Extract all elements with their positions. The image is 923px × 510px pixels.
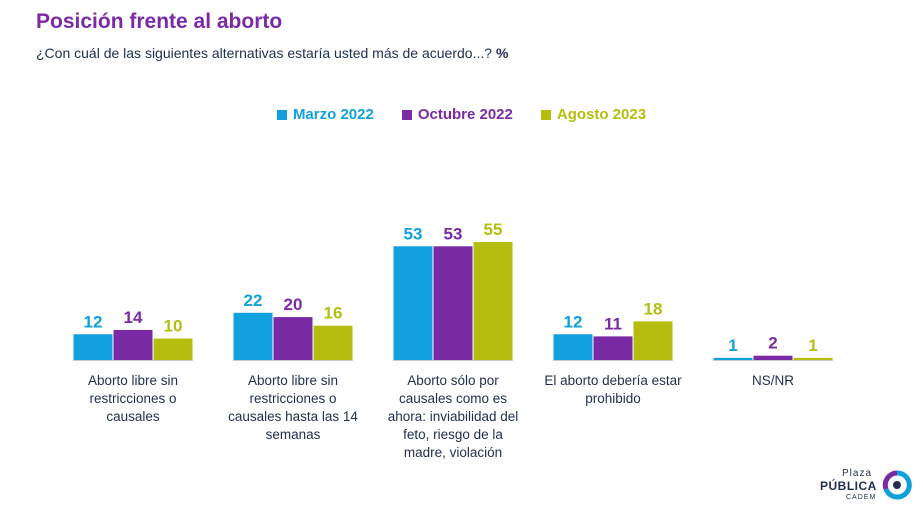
bar <box>593 336 633 360</box>
bar <box>153 338 193 360</box>
bar <box>633 321 673 360</box>
category-label: causales <box>106 409 160 424</box>
subtitle-text: ¿Con cuál de las siguientes alternativas… <box>36 45 493 61</box>
plaza-publica-logo-icon <box>882 470 912 500</box>
data-label: 12 <box>564 312 583 331</box>
bar <box>393 246 433 360</box>
category-label: restricciones o <box>89 391 176 406</box>
legend: Marzo 2022 Octubre 2022 Agosto 2023 <box>0 106 923 123</box>
category-label: semanas <box>266 427 321 442</box>
data-label: 20 <box>284 295 303 314</box>
bar <box>313 325 353 360</box>
unit-label: % <box>496 45 509 61</box>
category-label: prohibido <box>585 391 641 406</box>
category-label: El aborto debería estar <box>544 373 682 388</box>
legend-label: Octubre 2022 <box>417 106 513 123</box>
legend-swatch <box>540 109 551 120</box>
legend-swatch <box>401 109 412 120</box>
data-label: 1 <box>808 336 817 355</box>
bar <box>753 355 793 360</box>
bar <box>553 334 593 360</box>
category-label: causales como es <box>399 391 507 406</box>
category-label: Aborto libre sin <box>248 373 338 388</box>
data-label: 22 <box>244 291 263 310</box>
category-label: Aborto sólo por <box>407 373 499 388</box>
category-label: ahora: inviabilidad del <box>388 409 519 424</box>
bar <box>113 329 153 360</box>
logo-line-3: CADEM <box>846 494 877 501</box>
data-label: 18 <box>644 299 663 318</box>
legend-item-1: Marzo 2022 <box>276 106 374 123</box>
bar <box>233 312 273 360</box>
brand-logo: Plaza PÚBLICA CADEM <box>820 468 915 504</box>
bar <box>433 246 473 360</box>
bar <box>793 357 833 360</box>
legend-item-2: Octubre 2022 <box>401 106 513 123</box>
data-label: 10 <box>164 317 183 336</box>
category-label: Aborto libre sin <box>88 373 178 388</box>
category-label: restricciones o <box>249 391 336 406</box>
logo-line-1: Plaza <box>842 468 873 479</box>
data-label: 55 <box>484 220 503 239</box>
data-label: 53 <box>444 224 463 243</box>
bar <box>73 334 113 360</box>
bar <box>713 357 753 360</box>
category-label: causales hasta las 14 <box>228 409 358 424</box>
data-label: 16 <box>324 304 343 323</box>
data-label: 14 <box>124 308 143 327</box>
legend-label: Agosto 2023 <box>556 106 647 123</box>
data-label: 12 <box>84 312 103 331</box>
bar <box>273 317 313 360</box>
legend-swatch <box>276 109 287 120</box>
chart-title: Posición frente al aborto <box>36 10 283 33</box>
category-label: NS/NR <box>752 373 794 388</box>
data-label: 2 <box>768 334 777 353</box>
chart-subtitle: ¿Con cuál de las siguientes alternativas… <box>36 45 509 61</box>
category-label: feto, riesgo de la <box>403 427 503 442</box>
legend-item-3: Agosto 2023 <box>540 106 647 123</box>
data-label: 1 <box>728 336 737 355</box>
logo-line-2: PÚBLICA <box>820 479 877 493</box>
data-label: 11 <box>604 314 622 333</box>
bar <box>473 242 513 360</box>
data-label: 53 <box>404 224 423 243</box>
legend-label: Marzo 2022 <box>292 106 374 123</box>
category-label: madre, violación <box>404 445 502 460</box>
